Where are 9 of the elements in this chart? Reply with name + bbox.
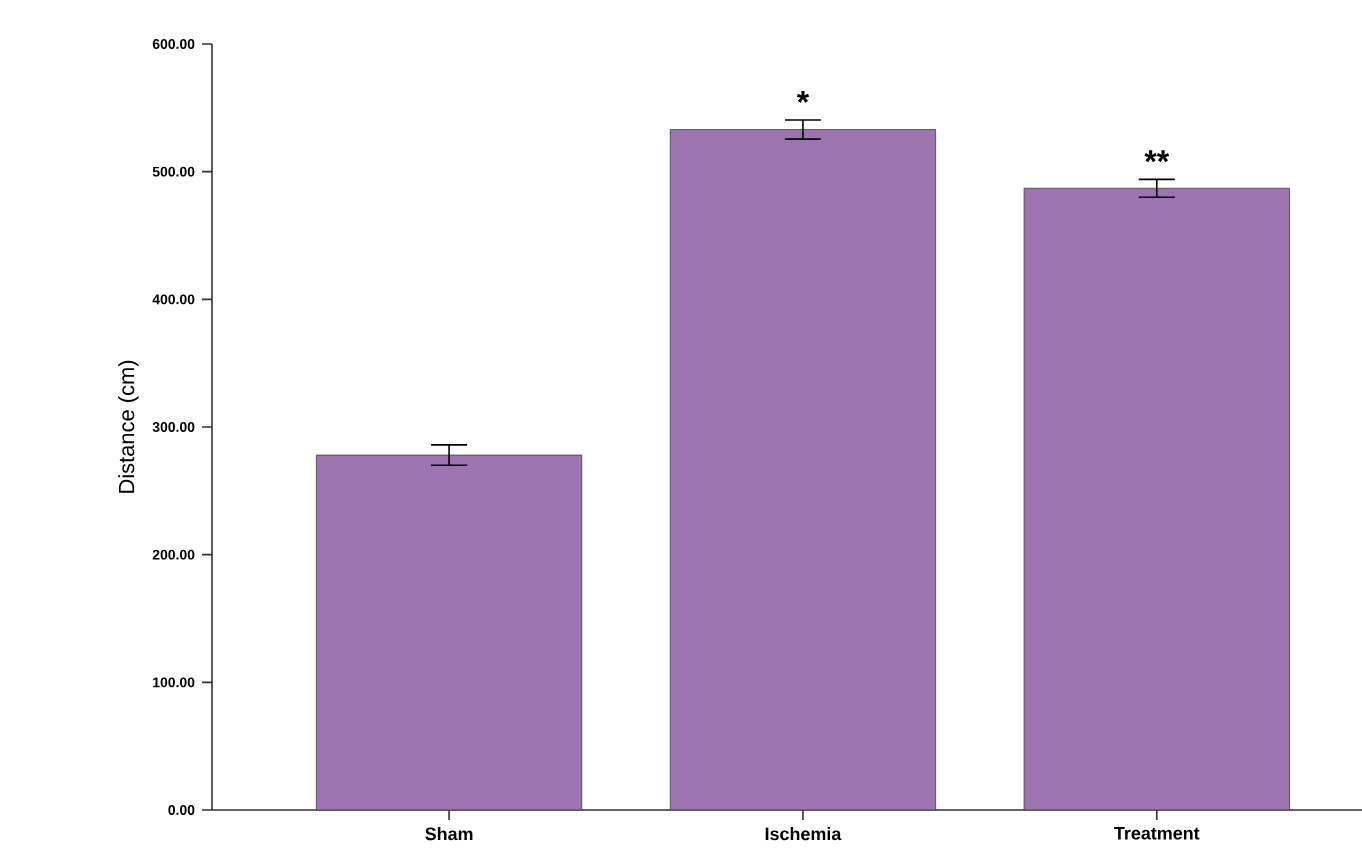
x-tick-label: Sham (425, 827, 473, 841)
bar (1023, 187, 1290, 811)
bar (315, 454, 583, 811)
annotation: * (796, 90, 810, 103)
x-tick-label: Ischemia (765, 827, 842, 841)
x-tick-label: Treatment (1114, 827, 1200, 840)
bar (669, 129, 937, 811)
annotation: ** (1144, 150, 1170, 163)
y-axis-title: Distance (cm) (118, 360, 139, 493)
